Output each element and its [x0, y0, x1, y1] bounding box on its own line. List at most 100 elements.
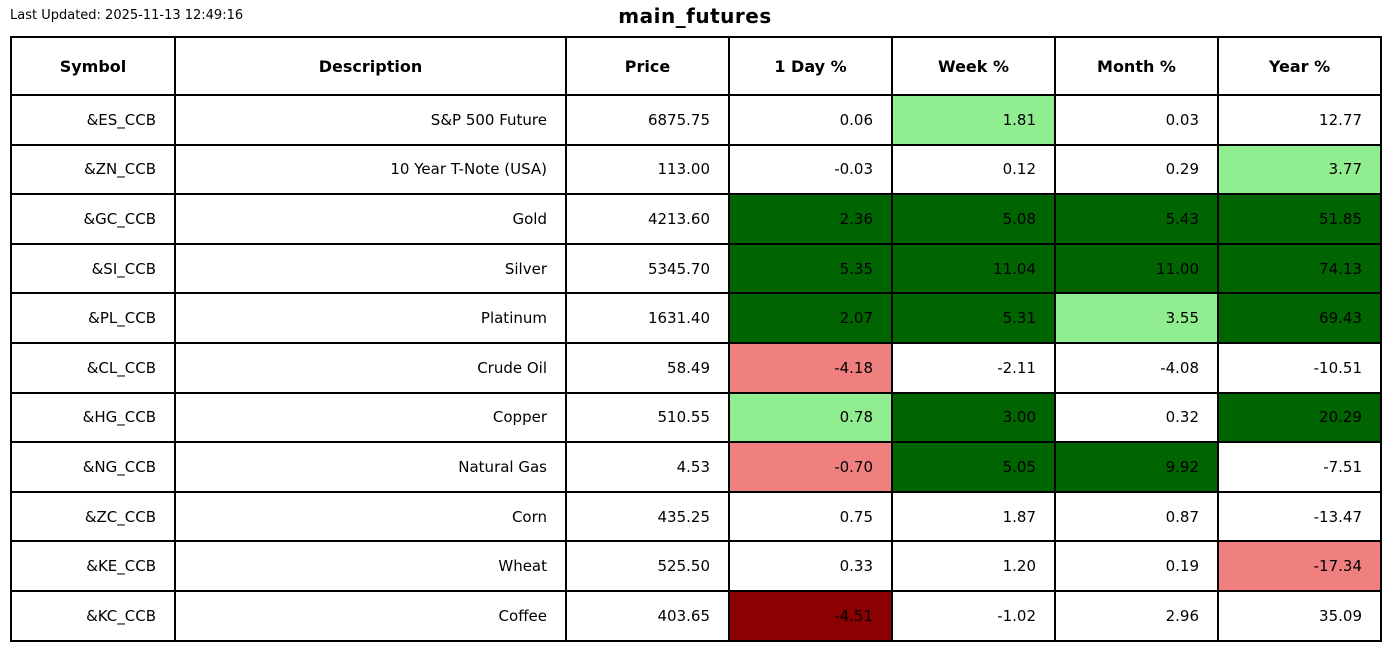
- table-row: &GC_CCB Gold 4213.60 2.36 5.08 5.43 51.85: [10, 193, 1382, 245]
- day-pct-cell: 0.06: [728, 94, 893, 146]
- year-pct-cell: 12.77: [1217, 94, 1382, 146]
- year-pct-cell: -13.47: [1217, 490, 1382, 543]
- price-cell: 6875.75: [565, 94, 730, 146]
- description-cell: 10 Year T-Note (USA): [174, 143, 567, 196]
- price-cell: 510.55: [565, 391, 730, 444]
- month-pct-cell: 2.96: [1054, 589, 1219, 642]
- table-row: &ZC_CCB Corn 435.25 0.75 1.87 0.87 -13.47: [10, 490, 1382, 543]
- week-pct-cell: 0.12: [891, 143, 1056, 196]
- day-pct-cell: -0.70: [728, 441, 893, 493]
- symbol-cell: &ES_CCB: [10, 94, 176, 146]
- year-pct-cell: 20.29: [1217, 391, 1382, 444]
- symbol-cell: &NG_CCB: [10, 441, 176, 493]
- month-pct-cell: 3.55: [1054, 292, 1219, 344]
- year-pct-cell: 69.43: [1217, 292, 1382, 344]
- symbol-cell: &CL_CCB: [10, 341, 176, 394]
- day-pct-cell: 5.35: [728, 242, 893, 295]
- year-pct-cell: -17.34: [1217, 540, 1382, 592]
- day-pct-cell: 0.78: [728, 391, 893, 444]
- table-row: &HG_CCB Copper 510.55 0.78 3.00 0.32 20.29: [10, 391, 1382, 444]
- description-cell: Corn: [174, 490, 567, 543]
- week-pct-cell: -2.11: [891, 341, 1056, 394]
- symbol-cell: &HG_CCB: [10, 391, 176, 444]
- table-row: &KC_CCB Coffee 403.65 -4.51 -1.02 2.96 35.09: [10, 589, 1382, 642]
- year-pct-cell: 51.85: [1217, 193, 1382, 245]
- description-cell: Coffee: [174, 589, 567, 642]
- price-cell: 403.65: [565, 589, 730, 642]
- month-pct-cell: 0.19: [1054, 540, 1219, 592]
- symbol-cell: &ZN_CCB: [10, 143, 176, 196]
- price-cell: 113.00: [565, 143, 730, 196]
- description-cell: Gold: [174, 193, 567, 245]
- col-header-week-pct: Week %: [891, 36, 1056, 96]
- week-pct-cell: 5.05: [891, 441, 1056, 493]
- year-pct-cell: -7.51: [1217, 441, 1382, 493]
- day-pct-cell: 2.07: [728, 292, 893, 344]
- year-pct-cell: 3.77: [1217, 143, 1382, 196]
- description-cell: Platinum: [174, 292, 567, 344]
- week-pct-cell: -1.02: [891, 589, 1056, 642]
- table-row: &NG_CCB Natural Gas 4.53 -0.70 5.05 9.92 -7.51: [10, 441, 1382, 493]
- year-pct-cell: 74.13: [1217, 242, 1382, 295]
- month-pct-cell: 0.03: [1054, 94, 1219, 146]
- month-pct-cell: 11.00: [1054, 242, 1219, 295]
- week-pct-cell: 5.31: [891, 292, 1056, 344]
- day-pct-cell: 2.36: [728, 193, 893, 245]
- table-row: &ZN_CCB 10 Year T-Note (USA) 113.00 -0.03 0.…: [10, 143, 1382, 196]
- month-pct-cell: 9.92: [1054, 441, 1219, 493]
- week-pct-cell: 3.00: [891, 391, 1056, 444]
- price-cell: 1631.40: [565, 292, 730, 344]
- description-cell: Copper: [174, 391, 567, 444]
- futures-table: Symbol Description Price 1 Day % Week % …: [10, 36, 1382, 642]
- day-pct-cell: -4.18: [728, 341, 893, 394]
- price-cell: 525.50: [565, 540, 730, 592]
- price-cell: 4213.60: [565, 193, 730, 245]
- week-pct-cell: 5.08: [891, 193, 1056, 245]
- table-row: &SI_CCB Silver 5345.70 5.35 11.04 11.00 74.13: [10, 242, 1382, 295]
- col-header-year-pct: Year %: [1217, 36, 1382, 96]
- price-cell: 58.49: [565, 341, 730, 394]
- col-header-description: Description: [174, 36, 567, 96]
- month-pct-cell: 0.29: [1054, 143, 1219, 196]
- month-pct-cell: 0.32: [1054, 391, 1219, 444]
- page-title: main_futures: [618, 4, 772, 28]
- description-cell: Wheat: [174, 540, 567, 592]
- col-header-month-pct: Month %: [1054, 36, 1219, 96]
- day-pct-cell: -0.03: [728, 143, 893, 196]
- week-pct-cell: 1.20: [891, 540, 1056, 592]
- last-updated-label: Last Updated: 2025-11-13 12:49:16: [10, 8, 244, 23]
- symbol-cell: &KC_CCB: [10, 589, 176, 642]
- futures-table-body: &ES_CCB S&P 500 Future 6875.75 0.06 1.81 0.03…: [10, 94, 1382, 642]
- description-cell: S&P 500 Future: [174, 94, 567, 146]
- description-cell: Silver: [174, 242, 567, 295]
- table-row: &CL_CCB Crude Oil 58.49 -4.18 -2.11 -4.08 -10.…: [10, 341, 1382, 394]
- day-pct-cell: 0.33: [728, 540, 893, 592]
- symbol-cell: &SI_CCB: [10, 242, 176, 295]
- price-cell: 435.25: [565, 490, 730, 543]
- month-pct-cell: -4.08: [1054, 341, 1219, 394]
- month-pct-cell: 0.87: [1054, 490, 1219, 543]
- year-pct-cell: 35.09: [1217, 589, 1382, 642]
- symbol-cell: &GC_CCB: [10, 193, 176, 245]
- table-row: &PL_CCB Platinum 1631.40 2.07 5.31 3.55 69.43: [10, 292, 1382, 344]
- day-pct-cell: -4.51: [728, 589, 893, 642]
- day-pct-cell: 0.75: [728, 490, 893, 543]
- week-pct-cell: 11.04: [891, 242, 1056, 295]
- header-row: Symbol Description Price 1 Day % Week % …: [10, 36, 1382, 96]
- col-header-day-pct: 1 Day %: [728, 36, 893, 96]
- table-row: &KE_CCB Wheat 525.50 0.33 1.20 0.19 -17.34: [10, 540, 1382, 592]
- week-pct-cell: 1.87: [891, 490, 1056, 543]
- description-cell: Crude Oil: [174, 341, 567, 394]
- month-pct-cell: 5.43: [1054, 193, 1219, 245]
- col-header-price: Price: [565, 36, 730, 96]
- table-row: &ES_CCB S&P 500 Future 6875.75 0.06 1.81 0.03…: [10, 94, 1382, 146]
- description-cell: Natural Gas: [174, 441, 567, 493]
- symbol-cell: &PL_CCB: [10, 292, 176, 344]
- col-header-symbol: Symbol: [10, 36, 176, 96]
- price-cell: 5345.70: [565, 242, 730, 295]
- year-pct-cell: -10.51: [1217, 341, 1382, 394]
- price-cell: 4.53: [565, 441, 730, 493]
- symbol-cell: &KE_CCB: [10, 540, 176, 592]
- week-pct-cell: 1.81: [891, 94, 1056, 146]
